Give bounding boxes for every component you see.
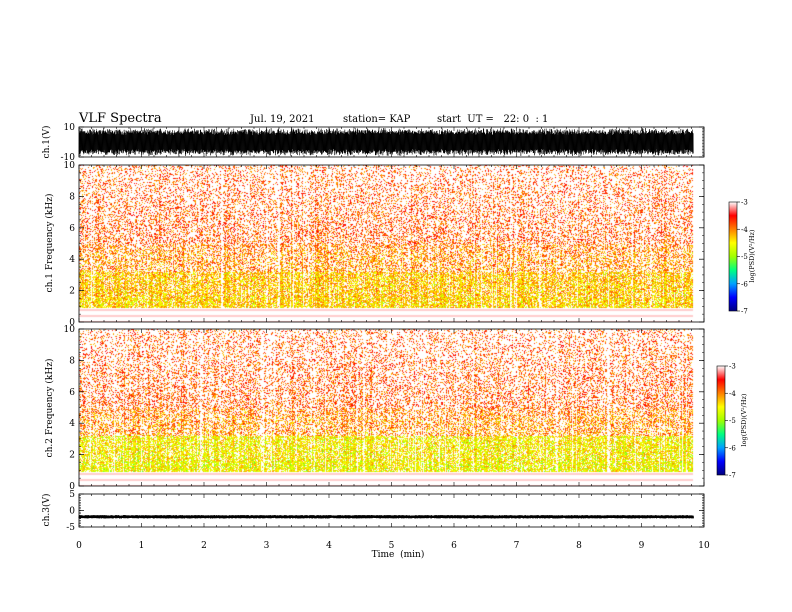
x-tick-label: 7 xyxy=(514,541,520,551)
ch1-waveform-ylabel: ch.1(V) xyxy=(41,126,52,159)
x-tick-label: 6 xyxy=(451,541,457,551)
colorbar-tick-label: -5 xyxy=(741,253,748,261)
header-start-time: start UT = 22: 0 : 1 xyxy=(437,114,548,125)
x-tick-label: 8 xyxy=(576,541,582,551)
y-tick-label: 5 xyxy=(69,490,75,500)
ch1-spectrogram-ylabel: ch.1 Frequency (kHz) xyxy=(44,194,55,293)
ch2-spectrogram-image xyxy=(79,329,704,486)
y-tick-label: 2 xyxy=(69,287,75,297)
y-tick-label: 4 xyxy=(69,255,75,265)
x-tick-label: 0 xyxy=(76,541,82,551)
y-tick-label: 10 xyxy=(64,325,76,335)
y-tick-label: -10 xyxy=(61,153,76,163)
ch1-colorbar: -3 -4 -5 -6 -7 log(PSD)(V²/Hz) xyxy=(728,199,756,316)
y-tick-label: -5 xyxy=(66,523,75,533)
figure-title: VLF Spectra xyxy=(78,111,162,126)
y-tick-label: 8 xyxy=(69,356,75,366)
colorbar-tick-label: -3 xyxy=(729,363,736,371)
y-tick-label: 2 xyxy=(69,451,75,461)
ch2-spectrogram-ylabel: ch.2 Frequency (kHz) xyxy=(44,359,55,458)
y-tick-label: 6 xyxy=(69,388,75,398)
x-tick-label: 10 xyxy=(698,541,710,551)
colorbar-tick-label: -4 xyxy=(741,226,748,234)
x-tick-label: 9 xyxy=(639,541,645,551)
ch1-colorbar-label: log(PSD)(V²/Hz) xyxy=(748,229,756,282)
x-tick-label: 5 xyxy=(389,541,395,551)
y-tick-label: 4 xyxy=(69,419,75,429)
ch1-spectrogram-image xyxy=(79,165,704,322)
ch3-waveform-ylabel: ch.3(V) xyxy=(41,494,52,527)
ch2-colorbar-label: log(PSD)(V²/Hz) xyxy=(740,393,748,446)
x-tick-label: 4 xyxy=(326,541,332,551)
y-tick-label: 0 xyxy=(69,482,75,492)
ch1-waveform-trace xyxy=(78,127,694,157)
y-tick-label: 6 xyxy=(69,224,75,234)
ch1-waveform-panel: 10 -10 ch.1(V) xyxy=(41,123,705,163)
x-tick-label: 2 xyxy=(201,541,207,551)
x-axis-ticklabels: 0 1 2 3 4 5 6 7 8 9 10 xyxy=(76,541,710,551)
ch1-colorbar-gradient xyxy=(729,202,737,311)
x-axis-label: Time (min) xyxy=(372,549,425,560)
header-station: station= KAP xyxy=(343,114,411,125)
y-tick-label: 10 xyxy=(64,161,76,171)
colorbar-tick-label: -7 xyxy=(729,472,736,480)
ch2-colorbar-gradient xyxy=(717,366,725,475)
y-tick-label: 8 xyxy=(69,192,75,202)
y-tick-label: 0 xyxy=(69,318,75,328)
header-date: Jul. 19, 2021 xyxy=(249,114,315,125)
y-tick-label: 10 xyxy=(64,123,76,133)
colorbar-tick-label: -5 xyxy=(729,417,736,425)
colorbar-tick-label: -7 xyxy=(741,308,748,316)
ch2-colorbar: -3 -4 -5 -6 -7 log(PSD)(V²/Hz) xyxy=(716,363,748,480)
colorbar-tick-label: -6 xyxy=(741,280,748,288)
ch3-waveform-trace xyxy=(78,515,694,519)
colorbar-tick-label: -4 xyxy=(729,390,736,398)
ch3-waveform-panel: 5 0 -5 ch.3(V) xyxy=(41,490,705,533)
x-tick-label: 1 xyxy=(139,541,145,551)
colorbar-tick-label: -3 xyxy=(741,199,748,207)
ch2-spectrogram-panel: 0 2 4 6 8 10 ch.2 Frequency (kHz) xyxy=(44,325,705,492)
x-tick-label: 3 xyxy=(264,541,270,551)
ch1-spectrogram-panel: 0 2 4 6 8 10 ch.1 Frequency (kHz) xyxy=(44,161,705,328)
colorbar-tick-label: -6 xyxy=(729,444,736,452)
y-tick-label: 0 xyxy=(69,507,75,517)
